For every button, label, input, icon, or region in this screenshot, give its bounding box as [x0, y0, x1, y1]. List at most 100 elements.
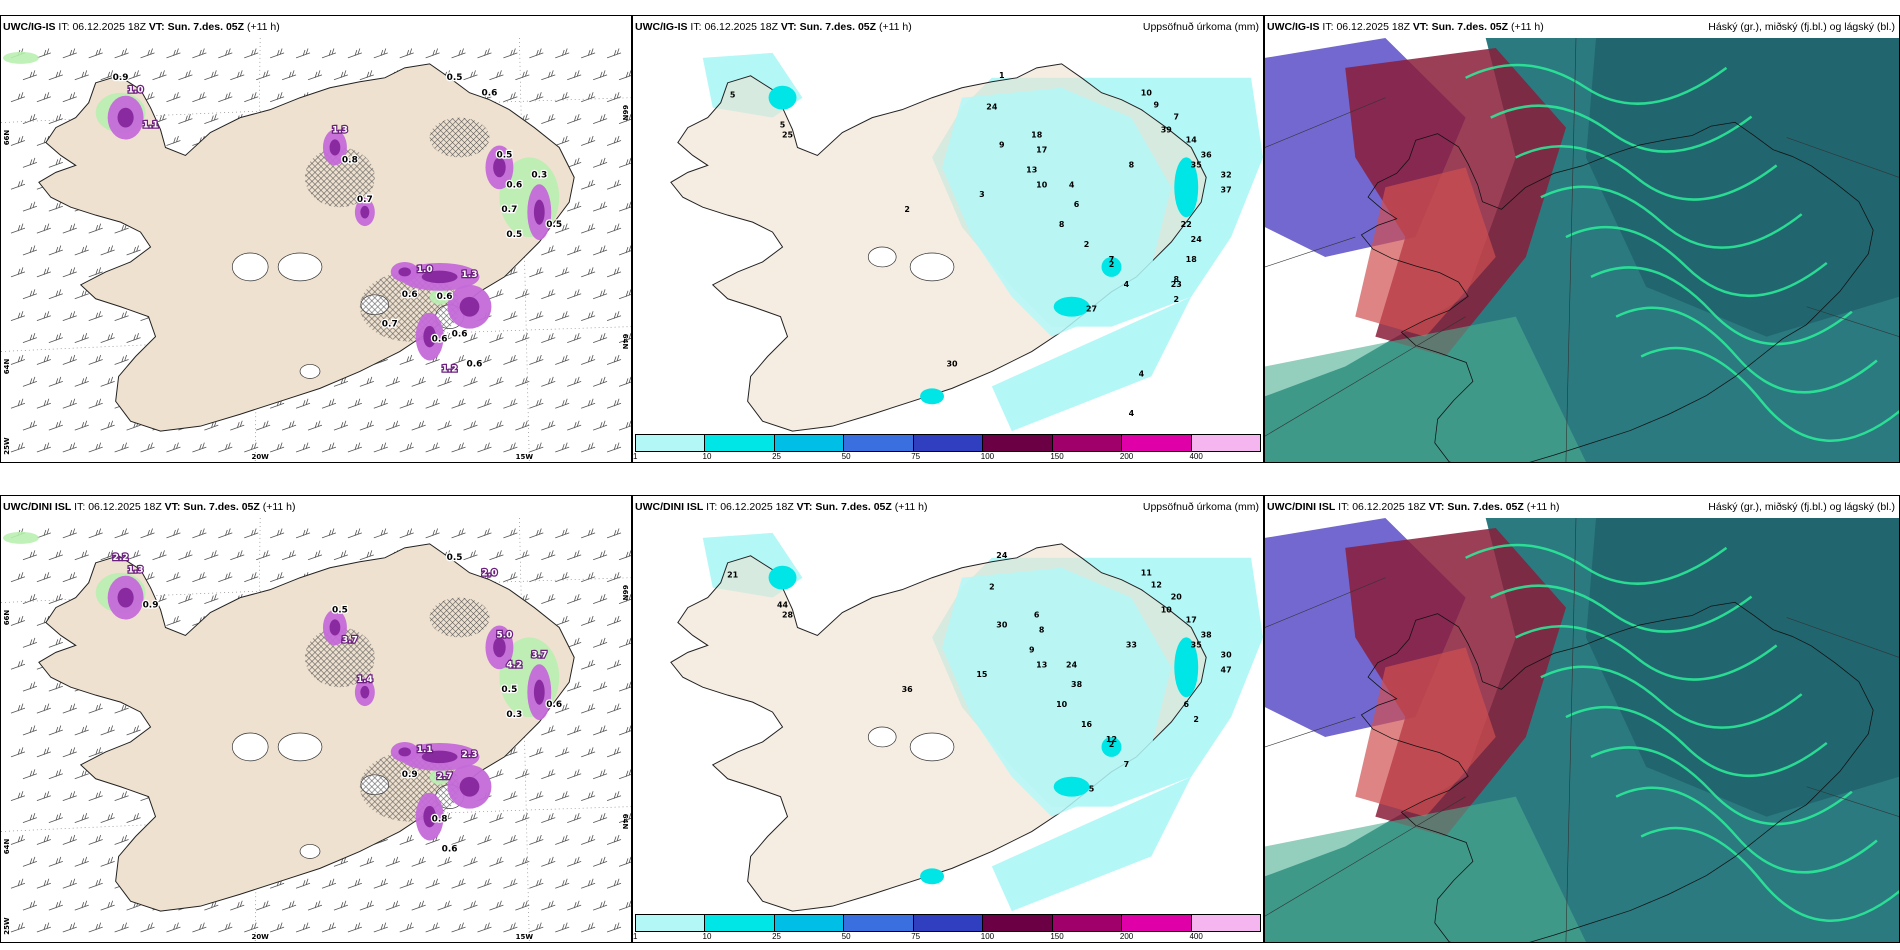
- glacier: [231, 732, 269, 762]
- colorbar-tick: 75: [911, 932, 921, 941]
- value-label: 32: [1221, 170, 1232, 179]
- value-label: 14: [1186, 136, 1198, 145]
- vt-label: VT:: [148, 21, 165, 33]
- precip-area: [991, 296, 1192, 432]
- value-label: 2.0: [482, 569, 498, 579]
- value-label: 12: [1151, 581, 1162, 590]
- colorbar-cell: [774, 435, 845, 451]
- precip-heavy: [1053, 776, 1090, 797]
- value-label: 2: [1173, 295, 1179, 304]
- colorbar-tick: 10: [702, 932, 712, 941]
- panel-title: Uppsöfnuð úrkoma (mm): [1142, 501, 1259, 513]
- colorbar-tick: 1: [633, 452, 638, 461]
- it-label: IT:: [1322, 21, 1334, 33]
- precip-colorbar: 1 10 25 50 75 100 150 200 400: [633, 914, 1261, 941]
- snow-core: [421, 270, 458, 284]
- value-label: 8: [1173, 275, 1179, 284]
- colorbar-tick: 400: [1189, 932, 1203, 941]
- colorbar-cell: [983, 915, 1053, 931]
- iceland-land: [38, 63, 575, 432]
- map-canvas[interactable]: 2.2 1.3 0.9 0.5 2.0 5.0 3.7 4.2 0.6 1.1 2.3 2.7 0.8 0…: [1, 518, 631, 942]
- colorbar-tick: 100: [980, 932, 995, 941]
- value-label: 0.9: [113, 73, 129, 83]
- cloud-contours: [1465, 543, 1899, 922]
- axis-label: 64N: [3, 839, 11, 855]
- colorbar-cell: [913, 435, 984, 451]
- value-label: 21: [727, 571, 738, 580]
- snow-core: [423, 805, 436, 828]
- value-label: 0.5: [447, 553, 463, 563]
- precip-heavy: [920, 388, 945, 405]
- glacier: [867, 246, 897, 268]
- value-label: 36: [1201, 150, 1213, 159]
- colorbar-tick: 50: [841, 932, 851, 941]
- value-label: 9: [999, 140, 1005, 149]
- value-label: 10: [1056, 700, 1068, 709]
- it-label: IT:: [690, 21, 702, 33]
- value-label: 2: [904, 205, 910, 214]
- glacier: [909, 732, 955, 762]
- lead-time: (+11 h): [878, 21, 912, 33]
- value-label: 2.3: [462, 750, 478, 760]
- map-canvas[interactable]: [1265, 38, 1899, 462]
- precip-heavy: [1101, 256, 1122, 277]
- value-label: 24: [996, 551, 1008, 560]
- snow-core: [329, 139, 341, 156]
- init-time: 06.12.2025 18Z: [704, 21, 778, 33]
- value-label: 1.0: [417, 265, 433, 275]
- graticule: [1265, 518, 1899, 942]
- colorbar-cell: [844, 915, 914, 931]
- it-label: IT:: [1338, 501, 1350, 513]
- value-label: 8: [1129, 160, 1135, 169]
- value-label: 0.6: [442, 844, 458, 854]
- value-label: 0.6: [546, 700, 562, 710]
- valid-time: Sun. 7.des. 05Z: [1447, 501, 1524, 513]
- axis-label: 66N: [621, 585, 629, 601]
- hatched-area: [429, 597, 490, 638]
- value-label: 0.9: [402, 770, 418, 780]
- lead-time: (+11 h): [1510, 21, 1544, 33]
- init-time: 06.12.2025 18Z: [88, 501, 162, 513]
- valid-time: Sun. 7.des. 05Z: [799, 21, 877, 33]
- colorbar-cell: [774, 915, 845, 931]
- lead-time: (+11 h): [262, 501, 296, 513]
- value-label: 18: [1186, 255, 1198, 264]
- value-label: 12: [1106, 735, 1117, 744]
- axis-label: 64N: [621, 814, 629, 830]
- colorbar-tick: 75: [911, 452, 921, 461]
- colorbar-cell: [636, 915, 706, 931]
- map-canvas[interactable]: 1 24 5 10 9 7 14 39 36 35 32 37 2 5 25 9 18 17 13 10 3 8 2 7 4 6 8…: [633, 38, 1263, 462]
- panel-header: UWC/IG-IS IT: 06.12.2025 18Z VT: Sun. 7.…: [1, 16, 631, 38]
- lead-time: (+11 h): [894, 501, 928, 513]
- value-label: 15: [976, 670, 987, 679]
- model-name: UWC/DINI ISL: [635, 501, 704, 513]
- value-label: 44: [777, 601, 789, 610]
- value-label: 3.7: [342, 635, 358, 645]
- value-label: 1.3: [332, 126, 348, 136]
- map-canvas[interactable]: 24 2 21 11 12 20 17 10 38 35 30 47 36 44 28 30 6 8 9 13 15 10…: [633, 518, 1263, 942]
- value-label: 1.4: [357, 675, 373, 685]
- glacier: [909, 252, 955, 282]
- snow-core: [421, 750, 458, 764]
- value-label: 2.7: [437, 772, 453, 782]
- map-canvas[interactable]: [1265, 518, 1899, 942]
- glacier: [299, 364, 321, 379]
- glacier: [277, 252, 323, 282]
- value-label: 7: [1109, 255, 1115, 264]
- colorbar-cell: [983, 435, 1053, 451]
- colorbar-cell: [1191, 915, 1260, 931]
- colorbar-cell: [1122, 915, 1192, 931]
- model-name: UWC/IG-IS: [3, 21, 56, 33]
- value-label: 36: [902, 685, 914, 694]
- value-label: 2.2: [113, 553, 129, 563]
- precip-heavy: [920, 868, 945, 885]
- value-label: 38: [1071, 680, 1083, 689]
- colorbar-cell: [1052, 915, 1123, 931]
- value-label: 8: [1059, 220, 1065, 229]
- value-label: 0.3: [506, 710, 522, 720]
- map-canvas[interactable]: 0.9 1.0 1.1 0.5 0.6 0.5 0.3 0.6 0.5 1.0 1.3 0.6 0.6 1…: [1, 38, 631, 462]
- value-label: 0.7: [382, 320, 398, 330]
- hatched-area: [429, 117, 490, 158]
- value-label: 0.8: [432, 815, 448, 825]
- value-label: 37: [1221, 185, 1232, 194]
